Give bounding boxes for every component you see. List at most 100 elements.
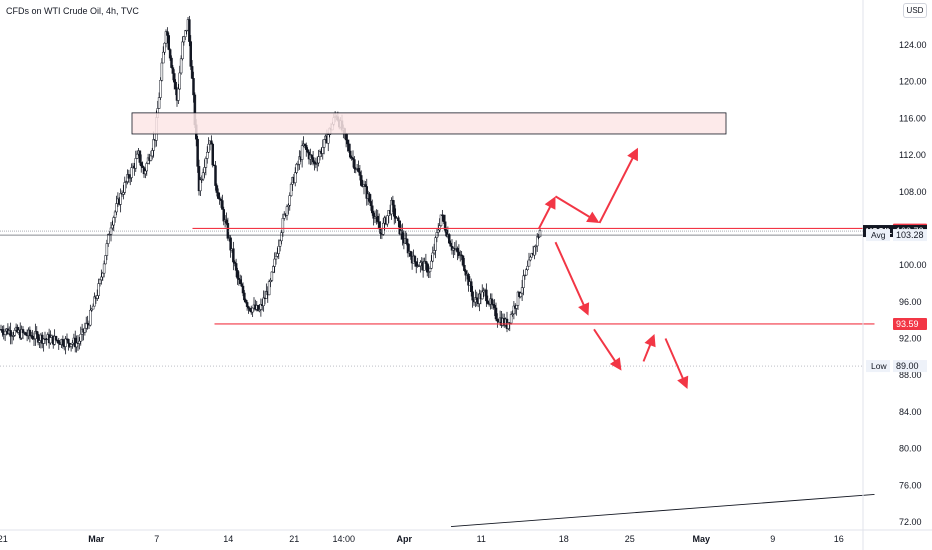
candle-body — [294, 172, 297, 184]
candle-body — [199, 179, 202, 192]
candle-body — [248, 307, 252, 311]
candle-body — [397, 217, 400, 222]
candle-body — [280, 232, 283, 242]
candle-body — [432, 250, 436, 254]
candle-body — [210, 140, 213, 145]
candle-body — [347, 143, 351, 152]
candle-body — [171, 67, 175, 74]
y-tick-label: 92.00 — [899, 334, 922, 344]
candle-body — [24, 332, 27, 336]
resistance-zone[interactable] — [131, 112, 727, 135]
candle-body — [225, 219, 228, 224]
candle-body — [112, 217, 115, 226]
candle-body — [97, 283, 100, 296]
candle-body — [31, 335, 34, 340]
candle-body — [413, 255, 417, 262]
candle-body — [135, 153, 139, 159]
up-arrow-2[interactable] — [598, 147, 638, 224]
zigzag-down[interactable] — [555, 195, 600, 224]
y-tick-label: 72.00 — [899, 517, 922, 527]
candle-body — [409, 251, 412, 257]
x-tick-label: 16 — [834, 534, 844, 544]
y-tick-label: 108.00 — [899, 187, 927, 197]
price-tag — [893, 360, 927, 373]
candle-body — [368, 193, 371, 202]
candle-body — [204, 158, 208, 168]
up-arrow-1[interactable] — [538, 196, 556, 229]
candle-body — [475, 297, 478, 301]
price-tag — [893, 317, 927, 330]
candle-body — [538, 230, 542, 238]
candle-body — [349, 150, 352, 158]
candle-body — [214, 165, 217, 186]
candle-body — [288, 195, 291, 206]
candle-body — [241, 285, 245, 294]
x-tick-label: 18 — [559, 534, 569, 544]
candle-body — [272, 266, 275, 273]
y-tick-label: 112.00 — [899, 150, 926, 160]
candle-body — [83, 327, 87, 333]
candle-body — [115, 203, 118, 213]
candle-body — [215, 185, 219, 193]
candle-body — [159, 80, 162, 98]
candle-body — [122, 192, 125, 195]
candle-body — [442, 214, 445, 223]
price-tag — [893, 229, 927, 242]
candle-body — [533, 246, 536, 256]
candle-body — [123, 182, 126, 193]
down-arrow-1[interactable] — [554, 241, 590, 316]
candle-body — [277, 246, 280, 254]
candle-body — [206, 151, 209, 159]
x-tick-label: 14:00 — [332, 534, 355, 544]
candle-body — [536, 236, 539, 247]
candle-body — [346, 139, 349, 145]
candle-body — [360, 175, 363, 186]
candle-body — [67, 338, 70, 344]
candle-body — [267, 281, 271, 296]
candle-body — [461, 255, 465, 266]
candle-body — [149, 155, 153, 161]
candle-body — [234, 263, 238, 271]
candle-body — [239, 279, 242, 284]
x-tick-label: 21 — [289, 534, 299, 544]
candle-body — [145, 163, 148, 172]
candle-body — [243, 292, 246, 301]
y-tick-label: 96.00 — [899, 297, 922, 307]
candle-body — [28, 329, 32, 336]
candle-body — [105, 243, 109, 256]
candle-body — [179, 58, 183, 74]
candle-body — [45, 338, 48, 341]
candle-body — [470, 281, 473, 293]
candle-body — [520, 287, 524, 294]
trendline[interactable] — [450, 494, 875, 528]
down-arrow-2[interactable] — [593, 328, 622, 371]
candle-body — [522, 275, 525, 288]
x-tick-label: 9 — [770, 534, 775, 544]
currency-badge[interactable]: USD — [903, 3, 927, 18]
candle-body — [300, 145, 304, 160]
x-tick-label: 21 — [0, 534, 8, 544]
candle-body — [111, 224, 114, 229]
candle-body — [310, 154, 313, 158]
price-tag-value: 93.59 — [896, 319, 919, 329]
candle-body — [419, 262, 422, 267]
up-arrow-3[interactable] — [642, 334, 656, 362]
candle-body — [463, 264, 466, 271]
y-tick-label: 76.00 — [899, 480, 922, 490]
arrows-layer — [538, 147, 689, 389]
candle-body — [509, 314, 513, 324]
label-tag-text: Low — [871, 361, 887, 371]
chart-title: CFDs on WTI Crude Oil, 4h, TVC — [6, 6, 139, 16]
candle-body — [9, 330, 12, 337]
candle-body — [232, 248, 235, 263]
candle-body — [270, 271, 274, 281]
candle-body — [49, 337, 52, 344]
candle-body — [493, 304, 496, 309]
candle-body — [229, 237, 232, 251]
candle-body — [496, 318, 499, 322]
candle-body — [79, 333, 82, 342]
y-tick-label: 116.00 — [899, 113, 926, 123]
down-arrow-3[interactable] — [664, 338, 689, 389]
candle-body — [276, 253, 279, 257]
